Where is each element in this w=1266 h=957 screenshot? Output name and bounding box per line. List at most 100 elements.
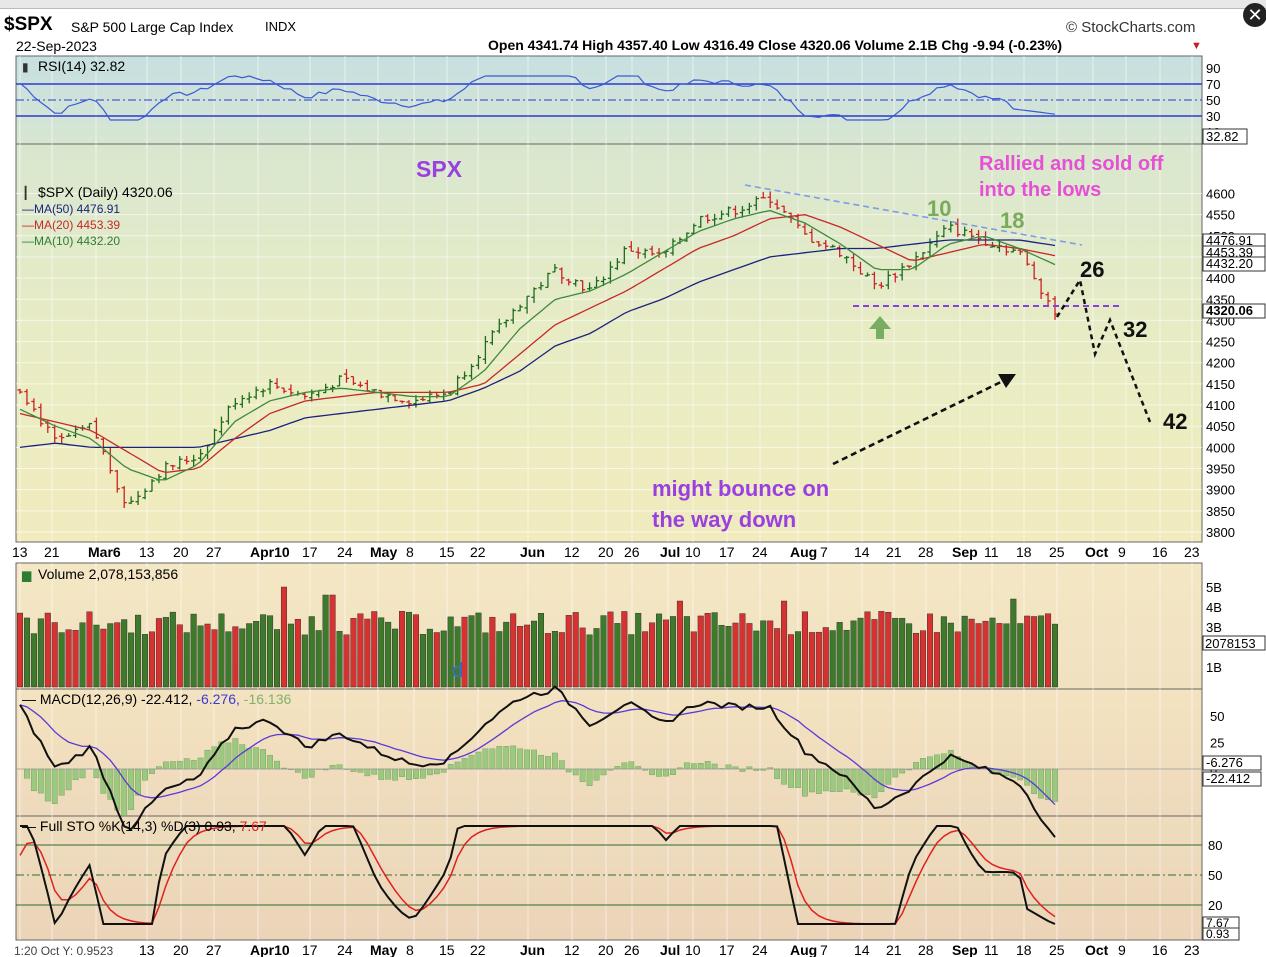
- grid-lines: [16, 56, 1202, 940]
- sto-label: — Full STO %K(14,3) %D(3) 0.93, 7.67: [22, 818, 267, 834]
- price-tick-label: 3950: [1206, 462, 1235, 477]
- macd-hist-bar: [253, 747, 260, 770]
- volume-bar: [267, 615, 274, 688]
- volume-bar: [30, 633, 37, 688]
- macd-hist-bar: [426, 768, 433, 776]
- volume-bar: [537, 613, 544, 688]
- x-tick-label: 11: [984, 544, 999, 560]
- macd-hist-bar: [878, 768, 885, 793]
- volume-bar: [475, 612, 482, 688]
- x-tick-label: Mar6: [88, 544, 121, 560]
- volume-bar: [746, 623, 753, 688]
- volume-bar: [510, 613, 517, 688]
- x-tick-label: 22: [470, 544, 486, 560]
- price-tag-label: 4476.91: [1206, 233, 1253, 248]
- volume-tick-label: 4B: [1206, 600, 1222, 615]
- legend-ma10: —MA(10) 4432.20: [22, 234, 120, 248]
- macd-hist-bar: [871, 768, 878, 799]
- macd-hist-bar: [135, 768, 141, 796]
- sto-tag-box: [1202, 927, 1240, 941]
- volume-bar: [531, 620, 538, 688]
- sto-tag-label: 7.67: [1206, 916, 1230, 930]
- volume-bar: [739, 613, 746, 688]
- x-tick-label: 20: [598, 544, 614, 560]
- macd-tag-box: [1202, 771, 1262, 787]
- x-tick-label: Jun: [520, 544, 545, 560]
- x-tick-label: 28: [918, 544, 934, 560]
- volume-bar: [690, 631, 697, 688]
- annotation-10: 10: [927, 196, 951, 221]
- volume-bar: [593, 628, 600, 688]
- macd-hist-bar: [267, 755, 273, 770]
- volume-bar: [774, 628, 781, 688]
- volume-bar: [176, 624, 183, 688]
- price-tag-label: 4453.39: [1206, 245, 1253, 260]
- close-icon[interactable]: ✕: [1243, 3, 1266, 27]
- macd-hist-bar: [517, 748, 524, 770]
- volume-bar: [426, 628, 433, 688]
- macd-hist-bar: [308, 768, 315, 778]
- macd-hist-bar: [371, 768, 378, 775]
- volume-bar: [906, 623, 913, 688]
- volume-bar: [58, 632, 65, 688]
- bounce-arrow: [832, 378, 1006, 466]
- volume-bar: [183, 632, 190, 688]
- x-tick-label: 17: [719, 544, 735, 560]
- volume-bar: [871, 619, 878, 688]
- macd-hist-bar: [357, 768, 364, 773]
- macd-hist-bar: [246, 748, 253, 770]
- x-tick-label: Jul: [660, 544, 680, 560]
- macd-hist-bar: [899, 768, 906, 774]
- volume-bar: [676, 600, 683, 688]
- macd-hist-bar: [24, 768, 30, 779]
- x-tick-label: 8: [406, 544, 414, 560]
- volume-bar: [135, 614, 142, 688]
- volume-bar: [558, 632, 565, 688]
- candle-icon: ┃: [22, 185, 29, 200]
- macd-hist-bar: [65, 768, 72, 791]
- volume-tick-label: 5B: [1206, 580, 1222, 595]
- volume-bar: [947, 622, 954, 688]
- macd-hist-bar: [572, 768, 579, 776]
- macd-hist-bar: [232, 738, 239, 770]
- volume-bar: [760, 620, 767, 688]
- price-tag-label: 4320.06: [1206, 303, 1253, 318]
- macd-hist-bar: [72, 768, 79, 781]
- x-bottom-tick-label: 20: [173, 942, 189, 957]
- volume-bar: [899, 618, 906, 688]
- volume-bar: [1024, 615, 1031, 688]
- volume-bar: [142, 634, 149, 688]
- macd-hist-bar: [406, 768, 412, 780]
- x-bottom-tick-label: 28: [918, 942, 934, 957]
- x-bottom-tick-label: 10: [685, 942, 701, 957]
- volume-bar: [287, 623, 294, 688]
- x-bottom-tick-label: 14: [854, 942, 870, 957]
- volume-bar: [1017, 623, 1024, 688]
- x-bottom-prefix: 1:20 Oct Y: 0.9523: [14, 944, 114, 957]
- macd-hist-bar: [454, 761, 461, 770]
- macd-hist-bar: [628, 761, 635, 770]
- volume-bar: [1051, 623, 1058, 688]
- annotation-18: 18: [1000, 208, 1024, 233]
- macd-hist-bar: [162, 761, 169, 770]
- rsi-tick-label: 50: [1206, 93, 1220, 108]
- macd-label: — MACD(12,26,9) -22.412, -6.276, -16.136: [22, 691, 291, 707]
- x-tick-label: 13: [139, 544, 155, 560]
- annotation-rallied-2: into the lows: [979, 179, 1101, 201]
- x-tick-label: 16: [1152, 544, 1168, 560]
- volume-bar: [822, 627, 829, 688]
- volume-bar: [343, 634, 350, 688]
- macd-hist-bar: [538, 755, 544, 770]
- rsi-tick-label: 30: [1206, 109, 1220, 124]
- sto-tick-label: 80: [1208, 838, 1222, 853]
- x-tick-label: 21: [44, 544, 60, 560]
- volume-bar: [878, 611, 885, 688]
- volume-bar: [913, 632, 920, 688]
- volume-bar: [169, 611, 176, 688]
- macd-hist-bar: [586, 768, 593, 786]
- rsi-icon: ▮: [22, 60, 29, 74]
- price-tick-label: 4000: [1206, 440, 1235, 455]
- volume-bar: [274, 629, 281, 688]
- volume-bar: [315, 630, 322, 688]
- volume-bar: [336, 631, 343, 688]
